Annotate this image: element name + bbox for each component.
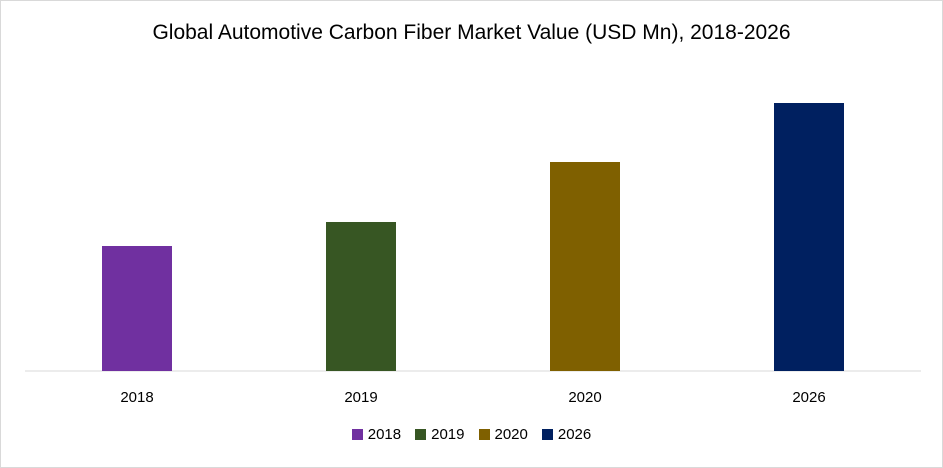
bar-2019 <box>326 222 396 371</box>
legend-item-2018: 2018 <box>351 426 402 443</box>
legend-item-2020: 2020 <box>478 426 528 443</box>
bar-2018 <box>102 246 172 371</box>
legend-swatch <box>478 429 490 440</box>
legend: 2018 2019 2020 2026 <box>1 426 942 443</box>
chart-title: Global Automotive Carbon Fiber Market Va… <box>152 21 791 44</box>
x-tick-label-2018: 2018 <box>120 389 153 406</box>
legend-swatch <box>351 429 363 440</box>
legend-swatch <box>415 429 427 440</box>
legend-item-2019: 2019 <box>415 426 465 443</box>
legend-label: 2026 <box>557 426 592 443</box>
x-tick-label-2019: 2019 <box>344 389 377 406</box>
x-tick-label-2026: 2026 <box>792 389 825 406</box>
bar-2020 <box>550 162 620 371</box>
legend-swatch <box>541 429 553 440</box>
legend-label: 2019 <box>431 426 465 443</box>
bar-2026 <box>774 103 844 371</box>
legend-item-2026: 2026 <box>541 426 592 443</box>
x-tick-label-2020: 2020 <box>568 389 601 406</box>
legend-label: 2020 <box>494 426 528 443</box>
legend-label: 2018 <box>367 426 402 443</box>
